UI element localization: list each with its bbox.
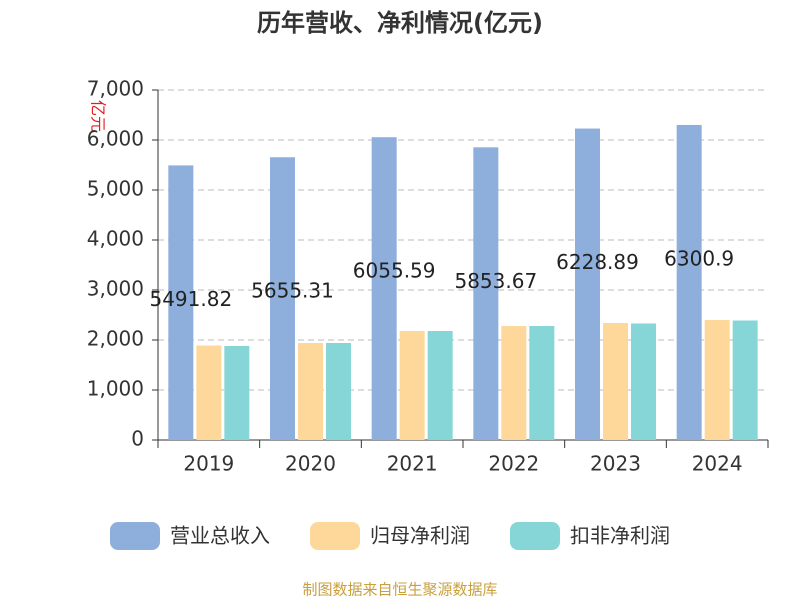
legend-swatch: [310, 522, 360, 550]
value-label: 6300.9: [664, 246, 734, 270]
bar: [676, 124, 702, 440]
value-label: 6055.59: [353, 259, 436, 283]
chart-title: 历年营收、净利情况(亿元): [257, 9, 543, 37]
bar: [196, 345, 222, 440]
y-axis-label: 亿元: [89, 100, 108, 132]
bar: [631, 323, 656, 440]
bar: [326, 343, 351, 440]
bar: [168, 165, 194, 440]
bar: [399, 331, 425, 440]
bar: [529, 326, 555, 440]
y-tick-label: 6,000: [87, 127, 144, 151]
bar: [371, 137, 397, 440]
value-label: 5655.31: [251, 279, 334, 303]
y-tick-label: 3,000: [87, 277, 144, 301]
x-tick-label: 2023: [590, 452, 641, 476]
y-tick-label: 2,000: [87, 327, 144, 351]
x-tick-label: 2020: [285, 452, 336, 476]
value-label: 6228.89: [556, 250, 639, 274]
bar: [270, 157, 295, 440]
bar: [501, 326, 527, 440]
y-tick-label: 7,000: [87, 77, 144, 101]
y-tick-label: 5,000: [87, 177, 144, 201]
legend-swatch: [510, 522, 560, 550]
bar: [298, 343, 323, 440]
x-tick-label: 2024: [692, 452, 743, 476]
legend-swatch: [110, 522, 160, 550]
bar: [603, 323, 628, 440]
value-label: 5491.82: [149, 287, 232, 311]
value-label: 5853.67: [454, 269, 537, 293]
legend-label: 扣非净利润: [570, 524, 670, 548]
bar: [224, 346, 250, 440]
x-tick-label: 2021: [387, 452, 438, 476]
bar: [575, 128, 600, 441]
bar: [427, 331, 453, 440]
legend-label: 归母净利润: [370, 524, 470, 548]
bar: [473, 147, 499, 440]
x-tick-label: 2019: [183, 452, 234, 476]
x-tick-label: 2022: [488, 452, 539, 476]
bar: [732, 320, 758, 440]
bar: [704, 320, 730, 440]
y-tick-label: 4,000: [87, 227, 144, 251]
source-note: 制图数据来自恒生聚源数据库: [302, 581, 497, 599]
y-tick-label: 0: [131, 427, 144, 451]
y-tick-label: 1,000: [87, 377, 144, 401]
legend-label: 营业总收入: [170, 524, 270, 548]
